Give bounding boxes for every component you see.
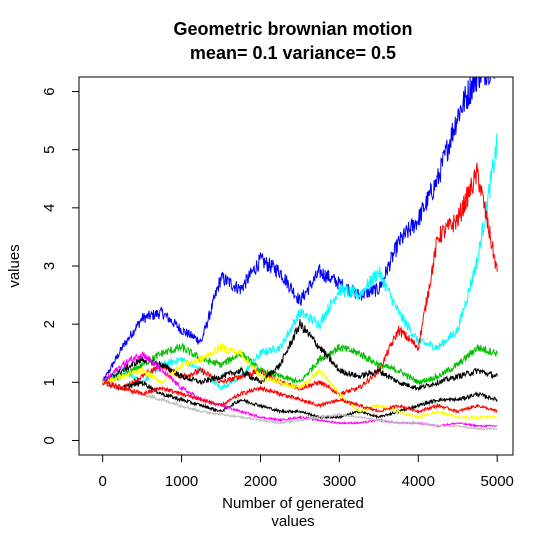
- y-tick-label: 1: [41, 378, 58, 386]
- series-line-7: [102, 342, 498, 420]
- x-axis-label-line-2: values: [271, 513, 314, 530]
- x-axis-label-line-1: Number of generated: [222, 495, 364, 512]
- series-line-4: [102, 342, 498, 385]
- x-tick-label: 1000: [165, 473, 198, 490]
- y-tick-label: 5: [41, 146, 58, 154]
- chart-subtitle: mean= 0.1 variance= 0.5: [190, 43, 396, 63]
- y-tick-label: 4: [41, 204, 58, 212]
- y-tick-label: 2: [41, 320, 58, 328]
- series-line-3: [102, 162, 498, 397]
- y-tick-label: 3: [41, 262, 58, 270]
- series-line-9: [102, 379, 498, 431]
- y-axis-label: values: [6, 244, 23, 287]
- chart-title: Geometric brownian motion: [173, 19, 412, 39]
- x-tick-label: 4000: [402, 473, 435, 490]
- y-tick-label: 6: [41, 87, 58, 95]
- series-line-2: [102, 133, 498, 391]
- x-tick-label: 0: [99, 473, 107, 490]
- series-line-6: [102, 379, 498, 420]
- x-tick-label: 5000: [481, 473, 514, 490]
- y-tick-label: 0: [41, 436, 58, 444]
- x-tick-label: 2000: [244, 473, 277, 490]
- series-line-10: [102, 380, 498, 415]
- series-layer: [102, 77, 498, 431]
- x-axis: 0 1000 2000 3000 4000 5000: [99, 454, 514, 490]
- y-axis: 0 1 2 3 4 5 6: [41, 87, 80, 445]
- series-line-1: [102, 77, 495, 384]
- series-line-5: [102, 319, 498, 392]
- x-tick-label: 3000: [323, 473, 356, 490]
